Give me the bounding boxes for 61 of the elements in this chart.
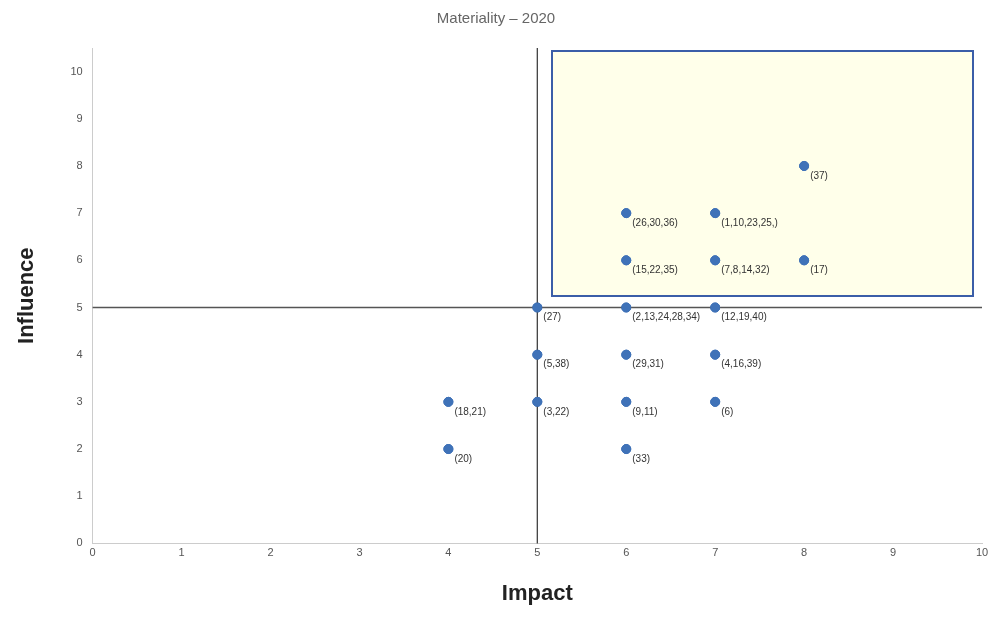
point [532,396,543,407]
x-tick-label: 2 [267,546,274,559]
point [621,349,632,360]
point [710,208,721,219]
point [710,349,721,360]
point [621,396,632,407]
annotation: (3,22) [543,405,570,417]
point [532,302,543,313]
annotation: (26,30,36) [632,216,678,228]
point [621,302,632,313]
annotation: (7,8,14,32) [721,264,770,276]
annotation: (18,21) [454,405,487,417]
annotation: (4,16,39) [721,358,762,370]
annotation: (20) [454,452,473,464]
annotation: (1,10,23,25,) [721,216,778,228]
x-axis-title: Impact [501,579,574,605]
y-tick-label: 9 [76,111,83,124]
x-tick-label: 1 [178,546,185,559]
annotation: (5,38) [543,358,570,370]
annotation: (17) [810,264,828,276]
x-tick-label: 5 [534,546,541,559]
y-tick-label: 1 [76,489,83,502]
y-axis-title: Influence [13,247,39,344]
y-tick-label: 8 [76,158,83,171]
point [443,444,454,455]
point [710,396,721,407]
x-tick-label: 7 [712,546,719,559]
point [799,160,810,171]
point [710,302,721,313]
y-tick-label: 10 [70,64,83,77]
x-tick-label: 3 [356,546,363,559]
point [621,208,632,219]
annotation: (33) [632,452,651,464]
x-tick-label: 10 [975,546,989,559]
x-tick-label: 0 [89,546,96,559]
point [710,255,721,266]
annotation: (2,13,24,28,34) [632,311,701,323]
y-tick-label: 6 [76,253,83,266]
annotation: (37) [810,169,828,181]
annotation: (15,22,35) [632,264,678,276]
x-tick-label: 8 [801,546,808,559]
x-tick-label: 4 [445,546,452,559]
point [621,255,632,266]
annotation: (29,31) [632,358,664,370]
annotation: (27) [543,311,562,323]
point [532,349,543,360]
annotation: (9,11) [632,405,658,417]
point [799,255,810,266]
y-tick-label: 3 [76,394,83,407]
y-tick-label: 0 [76,536,83,549]
chart-title: Materiality – 2020 [436,9,556,27]
annotation: (12,19,40) [721,311,767,323]
annotation: (6) [721,405,734,417]
x-tick-label: 6 [623,546,630,559]
y-tick-label: 7 [76,206,83,219]
y-tick-label: 4 [76,347,83,360]
y-tick-label: 2 [76,442,83,455]
point [443,396,454,407]
y-tick-label: 5 [76,300,83,313]
point [621,444,632,455]
x-tick-label: 9 [890,546,897,559]
